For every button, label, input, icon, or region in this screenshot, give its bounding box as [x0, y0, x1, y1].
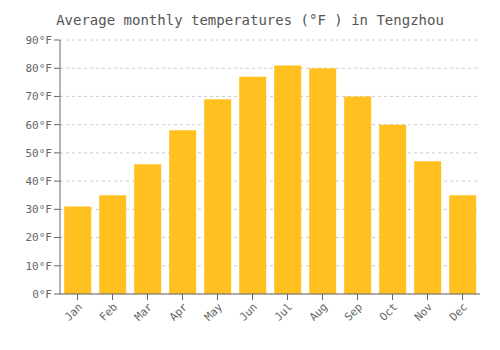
html-text:Average monthly temperatures (: Average monthly temperatures (°F ) in Te… [56, 12, 444, 28]
svg-text:10°F: 10°F [26, 260, 53, 273]
svg-text:60°F: 60°F [26, 119, 53, 132]
svg-text:Oct: Oct [377, 300, 400, 323]
svg-text:Jun: Jun [237, 300, 260, 323]
svg-text:Jan: Jan [62, 300, 85, 323]
svg-text:90°F: 90°F [26, 34, 53, 47]
svg-text:40°F: 40°F [26, 175, 53, 188]
svg-text:Jul: Jul [272, 300, 295, 323]
svg-text:Aug: Aug [307, 300, 330, 323]
svg-text:Apr: Apr [167, 300, 191, 324]
svg-text:May: May [202, 300, 226, 324]
svg-text:20°F: 20°F [26, 231, 53, 244]
svg-text:Dec: Dec [447, 300, 470, 323]
svg-text:50°F: 50°F [26, 147, 53, 160]
svg-text:Mar: Mar [132, 300, 156, 324]
svg-text:Nov: Nov [412, 300, 436, 324]
svg-text:0°F: 0°F [32, 288, 52, 301]
svg-text:Feb: Feb [97, 300, 120, 323]
svg-text:30°F: 30°F [26, 203, 53, 216]
svg-text:70°F: 70°F [26, 90, 53, 103]
svg-text:Sep: Sep [342, 300, 365, 323]
svg-text:80°F: 80°F [26, 62, 53, 75]
